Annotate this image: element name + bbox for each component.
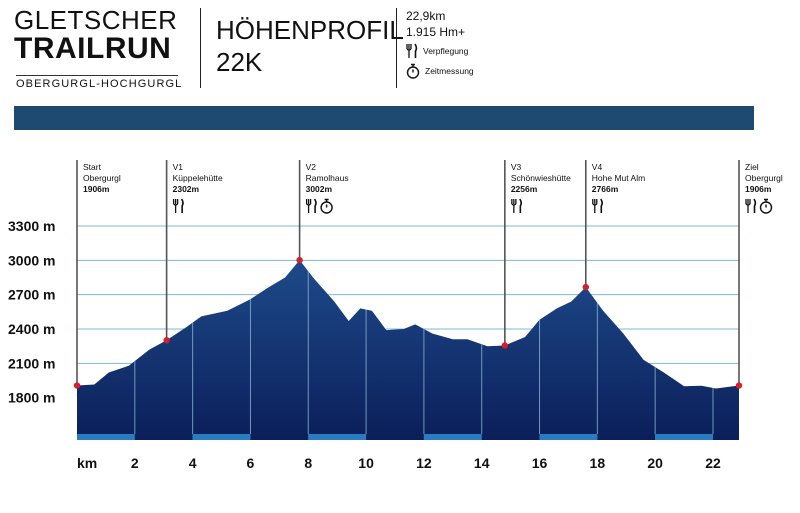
x-tick-label: 20 xyxy=(647,455,663,471)
base-strip-segment xyxy=(481,434,540,440)
station-elevation: 2302m xyxy=(173,184,200,194)
y-tick-label: 2400 m xyxy=(8,321,55,337)
y-tick-label: 1800 m xyxy=(8,390,55,406)
stopwatch-icon xyxy=(759,198,773,214)
stopwatch-icon xyxy=(406,63,420,79)
x-tick-label: 6 xyxy=(247,455,255,471)
logo-rule xyxy=(16,75,178,76)
base-strip-segment xyxy=(655,434,713,440)
station-label: Start xyxy=(83,162,102,172)
station-marker xyxy=(296,256,303,264)
station-elevation: 1906m xyxy=(83,184,110,194)
x-tick-label: 14 xyxy=(474,455,490,471)
base-strip-segment xyxy=(77,434,135,440)
y-tick-label: 3000 m xyxy=(8,252,55,268)
station-label: V1 xyxy=(173,162,184,172)
station-marker xyxy=(73,382,81,389)
station-name: Hohe Mut Alm xyxy=(592,173,645,183)
base-strip-segment xyxy=(366,434,424,440)
header-divider-left xyxy=(200,8,201,88)
y-axis: 1800 m 2100 m 2400 m 2700 m 3000 m 3300 m xyxy=(8,218,55,406)
station-marker xyxy=(582,283,589,291)
elevation-chart: StartObergurgl1906mV1Küppelehütte2302mV2… xyxy=(8,160,783,471)
event-logo: GLETSCHER TRAILRUN OBERGURGL-HOCHGURGL xyxy=(14,5,194,90)
legend-food: Verpflegung xyxy=(406,42,474,60)
legend-food-label: Verpflegung xyxy=(423,46,469,56)
title-line1: HÖHENPROFIL xyxy=(216,15,404,45)
fork-knife-icon xyxy=(745,198,757,213)
station-name: Obergurgl xyxy=(83,173,121,183)
base-strip-segment xyxy=(712,434,739,440)
station-name: Obergurgl xyxy=(745,173,783,183)
base-strip-segment xyxy=(308,434,367,440)
station-name: Schönwieshütte xyxy=(511,173,571,183)
fork-knife-icon xyxy=(511,198,523,213)
station-marker xyxy=(163,337,170,344)
base-strip-segment xyxy=(597,434,656,440)
x-tick-label: 2 xyxy=(131,455,139,471)
x-tick-label: 12 xyxy=(416,455,432,471)
base-strip-segment xyxy=(539,434,598,440)
race-stats: 22,9km 1.915 Hm+ Verpflegung Zeitmessung xyxy=(406,8,474,80)
fork-knife-icon xyxy=(305,198,317,213)
x-tick-label: 10 xyxy=(358,455,374,471)
station-label: V3 xyxy=(511,162,522,172)
y-tick-label: 2700 m xyxy=(8,287,55,303)
x-tick-label: 4 xyxy=(189,455,197,471)
elevation-gain-text: 1.915 Hm+ xyxy=(406,25,466,39)
x-tick-label: 8 xyxy=(304,455,312,471)
station-marker xyxy=(735,382,743,389)
station-elevation: 1906m xyxy=(745,184,772,194)
station-elevation: 3002m xyxy=(306,184,333,194)
station-elevation: 2256m xyxy=(511,184,538,194)
fork-knife-icon xyxy=(406,43,418,58)
fork-knife-icon xyxy=(172,198,184,213)
stations: StartObergurgl1906mV1Küppelehütte2302mV2… xyxy=(73,160,783,389)
x-tick-label: 22 xyxy=(705,455,721,471)
station-label: Ziel xyxy=(745,162,759,172)
legend-time: Zeitmessung xyxy=(406,62,474,80)
title-line2: 22K xyxy=(216,47,263,77)
header-divider-right xyxy=(396,8,397,88)
distance-text: 22,9km xyxy=(406,9,446,23)
logo-subtitle: OBERGURGL-HOCHGURGL xyxy=(16,78,183,90)
x-tick-label: 16 xyxy=(532,455,548,471)
base-strip-segment xyxy=(192,434,251,440)
profile-area xyxy=(77,260,739,440)
x-tick-label: 18 xyxy=(590,455,606,471)
profile-fill xyxy=(77,260,739,440)
legend-time-label: Zeitmessung xyxy=(425,66,474,76)
base-strip-segment xyxy=(250,434,309,440)
station-name: Ramolhaus xyxy=(306,173,349,183)
station-elevation: 2766m xyxy=(592,184,619,194)
page-title: HÖHENPROFIL 22K xyxy=(216,14,404,78)
logo-line2: TRAILRUN xyxy=(14,32,172,65)
x-axis: km 2 4 6 8 10 12 14 16 18 20 22 xyxy=(77,455,721,471)
station-name: Küppelehütte xyxy=(173,173,223,183)
base-strip-segment xyxy=(134,434,193,440)
header-banner xyxy=(14,106,754,130)
station-label: V4 xyxy=(592,162,603,172)
station-label: V2 xyxy=(306,162,317,172)
stopwatch-icon xyxy=(320,198,333,214)
station-marker xyxy=(501,342,509,349)
x-axis-name: km xyxy=(77,455,97,471)
base-strip-segment xyxy=(423,434,482,440)
y-tick-label: 2100 m xyxy=(8,355,55,371)
logo-line1: GLETSCHER xyxy=(14,5,178,35)
y-tick-label: 3300 m xyxy=(8,218,55,234)
fork-knife-icon xyxy=(592,198,603,213)
